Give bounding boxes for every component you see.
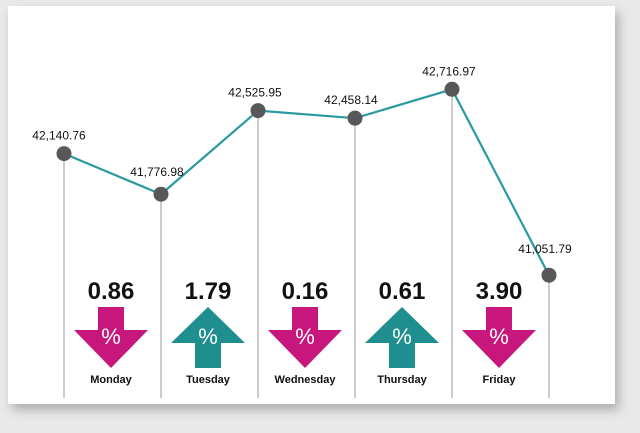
data-point-5: [444, 81, 460, 97]
data-point-4: [347, 110, 363, 126]
data-point-1: [56, 146, 72, 162]
day-label-thursday: Thursday: [377, 374, 427, 386]
percent-sign-wednesday: %: [295, 324, 315, 349]
percent-sign-thursday: %: [392, 324, 412, 349]
percent-sign-monday: %: [101, 324, 121, 349]
pct-change-tuesday: 1.79: [185, 278, 232, 305]
pct-change-thursday: 0.61: [379, 278, 426, 305]
value-label-2: 41,776.98: [130, 165, 184, 179]
value-label-1: 42,140.76: [32, 129, 86, 143]
percent-sign-friday: %: [489, 324, 509, 349]
value-label-5: 42,716.97: [422, 64, 476, 78]
day-label-friday: Friday: [482, 374, 516, 386]
arrow-down-wednesday: [268, 307, 342, 368]
value-label-3: 42,525.95: [228, 86, 282, 100]
value-label-4: 42,458.14: [324, 93, 378, 107]
value-label-6: 41,051.79: [518, 242, 572, 256]
pct-change-friday: 3.90: [476, 278, 523, 305]
pct-change-wednesday: 0.16: [282, 278, 329, 305]
pct-change-monday: 0.86: [88, 278, 135, 305]
day-label-tuesday: Tuesday: [186, 374, 231, 386]
data-point-6: [541, 267, 557, 283]
arrow-down-friday: [462, 307, 536, 368]
day-label-monday: Monday: [90, 374, 132, 386]
arrow-up-tuesday: [171, 307, 245, 368]
index-line: [63, 88, 550, 276]
data-point-3: [250, 103, 266, 119]
day-label-wednesday: Wednesday: [275, 374, 337, 386]
percent-sign-tuesday: %: [198, 324, 218, 349]
data-point-2: [153, 186, 169, 202]
arrow-up-thursday: [365, 307, 439, 368]
arrow-down-monday: [74, 307, 148, 368]
